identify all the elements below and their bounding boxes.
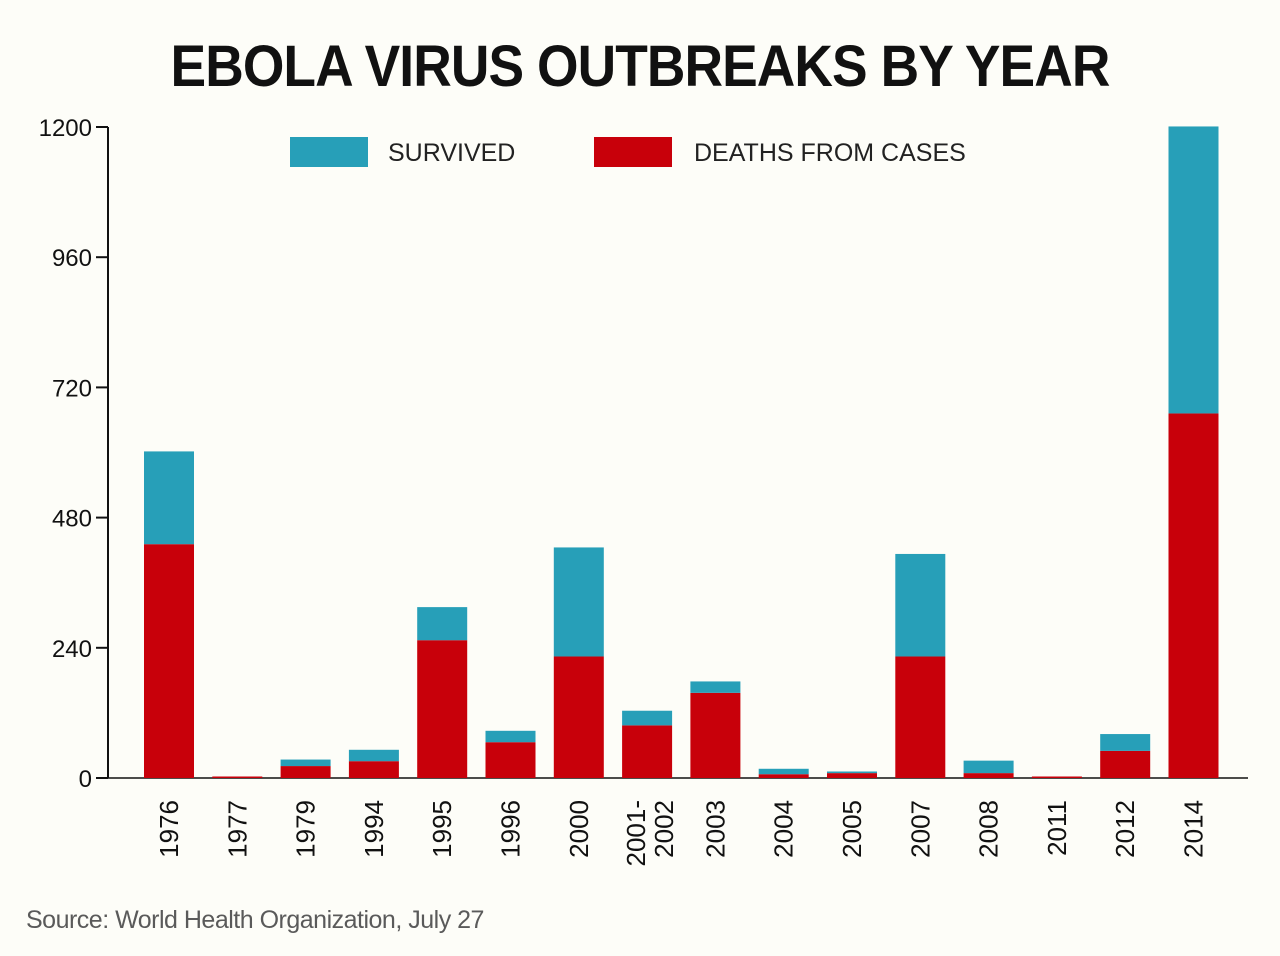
x-tick-label-2007: 2007 — [905, 800, 935, 858]
bar-deaths-2012 — [1100, 750, 1151, 778]
chart-title: EBOLA VIRUS OUTBREAKS BY YEAR — [170, 34, 1111, 99]
bar-survived-2014 — [1168, 126, 1219, 414]
x-tick-label-text: 1979 — [291, 800, 321, 858]
legend-label-deaths: DEATHS FROM CASES — [694, 139, 966, 167]
y-tick-label: 960 — [52, 245, 92, 272]
x-tick-label-2008: 2008 — [974, 800, 1004, 858]
x-tick-label-text: 2001- — [621, 800, 651, 867]
x-tick-label-text: 2014 — [1179, 800, 1209, 858]
x-tick-label-1996: 1996 — [496, 800, 526, 858]
source-note: Source: World Health Organization, July … — [26, 906, 484, 934]
bar-deaths-1994 — [348, 761, 399, 778]
bar-deaths-2000 — [553, 656, 604, 778]
bar-deaths-1976 — [144, 544, 194, 778]
bar-survived-1994 — [348, 749, 399, 762]
bar-deaths-1979 — [280, 766, 331, 778]
bar-deaths-2004 — [758, 774, 809, 778]
bars — [144, 126, 1219, 778]
x-tick-label-text: 2007 — [905, 800, 935, 858]
x-tick-label-text: 2008 — [974, 800, 1004, 858]
axes: 0 240 480 720 960 1200 — [39, 115, 1248, 793]
legend-swatch-deaths — [594, 137, 672, 167]
bar-survived-2004 — [758, 768, 809, 775]
x-tick-label-2001-2002: 2001-2002 — [621, 800, 679, 867]
x-tick-label-1994: 1994 — [359, 800, 389, 858]
bar-deaths-2001-2002 — [622, 725, 673, 778]
x-tick-label-text: 2003 — [700, 800, 730, 858]
x-tick-label-2004: 2004 — [769, 800, 799, 858]
x-tick-label-1977: 1977 — [222, 800, 252, 858]
y-tick-label: 0 — [79, 766, 92, 793]
bar-deaths-2008 — [963, 773, 1014, 778]
bar-survived-1976 — [144, 451, 194, 545]
y-tick-label: 1200 — [39, 115, 92, 142]
x-tick-label-text: 2012 — [1110, 800, 1140, 858]
bar-deaths-1977 — [212, 776, 263, 778]
bar-deaths-2007 — [895, 656, 946, 778]
legend-label-survived: SURVIVED — [388, 139, 515, 167]
bar-survived-1995 — [417, 607, 468, 641]
legend-swatch-survived — [290, 137, 368, 167]
x-tick-label-1995: 1995 — [427, 800, 457, 858]
x-tick-label-2003: 2003 — [700, 800, 730, 858]
bar-survived-2000 — [553, 547, 604, 657]
x-tick-label-text: 1976 — [154, 800, 184, 858]
x-tick-label-2014: 2014 — [1179, 800, 1209, 858]
bar-deaths-2003 — [690, 692, 741, 778]
x-tick-label-text: 2002 — [649, 800, 679, 858]
bar-deaths-2014 — [1168, 413, 1219, 778]
bar-deaths-1995 — [417, 640, 468, 778]
y-tick-label: 480 — [52, 506, 92, 533]
x-tick-label-text: 1996 — [496, 800, 526, 858]
bar-deaths-1996 — [485, 742, 536, 778]
x-tick-label-1976: 1976 — [154, 800, 184, 858]
bar-deaths-2005 — [827, 773, 877, 778]
bar-survived-1979 — [280, 759, 331, 767]
y-tick-label: 240 — [52, 636, 92, 663]
y-tick-label: 720 — [52, 375, 92, 402]
bar-survived-2001-2002 — [622, 710, 673, 726]
x-tick-label-2005: 2005 — [837, 800, 867, 858]
x-tick-label-text: 1994 — [359, 800, 389, 858]
bar-survived-1996 — [485, 730, 536, 743]
x-tick-labels: 1976 1977 1979 1994 1995 1996 2000 2001-2002 200… — [154, 800, 1209, 867]
x-tick-label-2011: 2011 — [1042, 800, 1072, 856]
x-tick-label-text: 1995 — [427, 800, 457, 858]
x-tick-label-text: 2004 — [769, 800, 799, 858]
x-tick-label-text: 1977 — [222, 800, 252, 858]
bar-deaths-2011 — [1031, 776, 1082, 778]
bar-survived-2008 — [963, 760, 1014, 774]
bar-survived-2012 — [1100, 734, 1151, 751]
x-tick-label-2000: 2000 — [564, 800, 594, 858]
x-tick-label-2012: 2012 — [1110, 800, 1140, 858]
x-tick-label-text: 2011 — [1042, 800, 1072, 856]
x-tick-label-1979: 1979 — [291, 800, 321, 858]
bar-survived-2007 — [895, 553, 946, 657]
x-tick-label-text: 2000 — [564, 800, 594, 858]
bar-survived-2003 — [690, 681, 741, 693]
x-tick-label-text: 2005 — [837, 800, 867, 858]
bar-survived-2005 — [827, 771, 877, 774]
legend: SURVIVED DEATHS FROM CASES — [290, 137, 966, 167]
